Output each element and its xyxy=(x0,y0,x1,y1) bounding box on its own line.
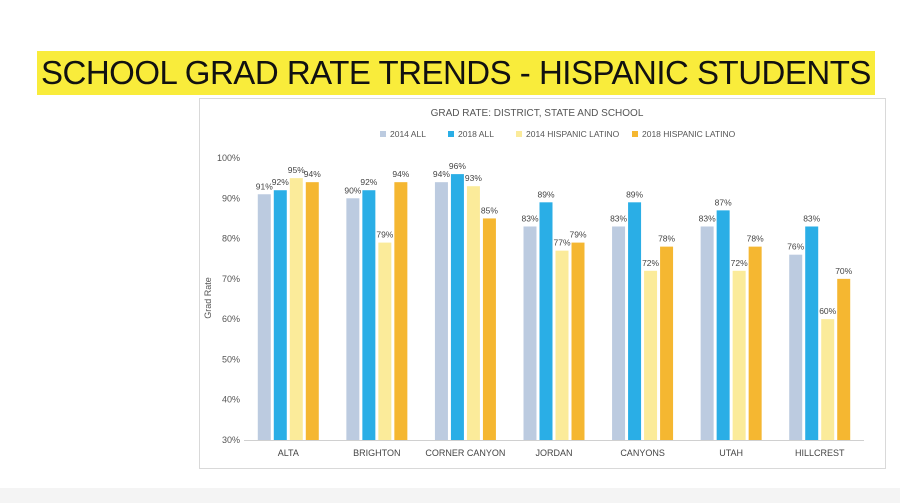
bar xyxy=(539,202,553,440)
data-label: 87% xyxy=(715,197,732,207)
bar xyxy=(805,226,819,440)
legend-swatch xyxy=(448,131,454,137)
data-label: 89% xyxy=(626,189,643,199)
data-label: 94% xyxy=(433,169,450,179)
y-tick-label: 100% xyxy=(217,153,240,163)
y-tick-label: 90% xyxy=(222,193,240,203)
x-tick-label: HILLCREST xyxy=(795,448,845,458)
x-tick-label: CANYONS xyxy=(620,448,665,458)
data-label: 83% xyxy=(610,213,627,223)
bars: 91%92%95%94%90%92%79%94% 94%96%93%85%83%8… xyxy=(256,161,853,440)
y-tick-label: 40% xyxy=(222,395,240,405)
y-tick-label: 70% xyxy=(222,274,240,284)
bar xyxy=(257,194,271,440)
data-label: 96% xyxy=(449,161,466,171)
bar xyxy=(571,242,585,440)
data-label: 94% xyxy=(304,169,321,179)
bar xyxy=(434,182,448,440)
data-label: 91% xyxy=(256,181,273,191)
data-label: 77% xyxy=(553,238,570,248)
bottom-strip xyxy=(0,488,900,503)
x-axis: ALTA BRIGHTON CORNER CANYON JORDAN CANYONS UT… xyxy=(278,448,845,458)
chart-legend: 2014 ALL 2018 ALL 2014 HISPANIC LATINO 2018… xyxy=(380,129,736,139)
data-label: 83% xyxy=(803,213,820,223)
bar xyxy=(716,210,730,440)
x-tick-label: ALTA xyxy=(278,448,299,458)
bar xyxy=(628,202,642,440)
data-label: 93% xyxy=(465,173,482,183)
bar xyxy=(837,278,851,440)
bar xyxy=(305,182,319,440)
bar xyxy=(555,250,569,440)
x-tick-label: CORNER CANYON xyxy=(425,448,505,458)
bar xyxy=(346,198,360,440)
bar xyxy=(378,242,392,440)
x-tick-label: UTAH xyxy=(719,448,743,458)
legend-swatch xyxy=(380,131,386,137)
y-axis-label: Grad Rate xyxy=(203,277,213,319)
data-label: 79% xyxy=(569,230,586,240)
data-label: 76% xyxy=(787,242,804,252)
data-label: 90% xyxy=(344,185,361,195)
data-label: 92% xyxy=(360,177,377,187)
legend-swatch xyxy=(516,131,522,137)
x-tick-label: JORDAN xyxy=(535,448,572,458)
data-label: 78% xyxy=(747,234,764,244)
data-label: 78% xyxy=(658,234,675,244)
data-label: 89% xyxy=(537,189,554,199)
data-label: 72% xyxy=(731,258,748,268)
bar xyxy=(450,174,464,440)
bar xyxy=(273,190,287,440)
data-label: 70% xyxy=(835,266,852,276)
bar xyxy=(700,226,714,440)
y-tick-label: 80% xyxy=(222,234,240,244)
data-label: 92% xyxy=(272,177,289,187)
bar xyxy=(644,270,658,440)
y-tick-label: 30% xyxy=(222,435,240,445)
x-tick-label: BRIGHTON xyxy=(353,448,400,458)
bar xyxy=(732,270,746,440)
bar xyxy=(523,226,537,440)
data-label: 83% xyxy=(521,213,538,223)
legend-label: 2014 ALL xyxy=(390,129,426,139)
bar xyxy=(821,319,835,440)
legend-label: 2014 HISPANIC LATINO xyxy=(526,129,620,139)
bar xyxy=(748,246,762,440)
y-tick-label: 60% xyxy=(222,314,240,324)
bar xyxy=(289,178,303,440)
legend-swatch xyxy=(632,131,638,137)
data-label: 94% xyxy=(392,169,409,179)
data-label: 95% xyxy=(288,165,305,175)
data-label: 79% xyxy=(376,230,393,240)
bar xyxy=(362,190,376,440)
slide-title: SCHOOL GRAD RATE TRENDS - HISPANIC STUDE… xyxy=(37,51,875,95)
y-axis: 30% 40% 50% 60% 70% 80% 90% 100% xyxy=(217,153,864,445)
data-label: 83% xyxy=(699,213,716,223)
bar xyxy=(466,186,480,440)
y-tick-label: 50% xyxy=(222,354,240,364)
bar xyxy=(482,218,496,440)
bar xyxy=(612,226,626,440)
data-label: 60% xyxy=(819,306,836,316)
bar xyxy=(789,254,803,440)
chart-title: GRAD RATE: DISTRICT, STATE AND SCHOOL xyxy=(431,108,644,119)
data-label: 85% xyxy=(481,205,498,215)
bar xyxy=(394,182,408,440)
legend-label: 2018 HISPANIC LATINO xyxy=(642,129,736,139)
data-label: 72% xyxy=(642,258,659,268)
legend-label: 2018 ALL xyxy=(458,129,494,139)
bar xyxy=(660,246,674,440)
